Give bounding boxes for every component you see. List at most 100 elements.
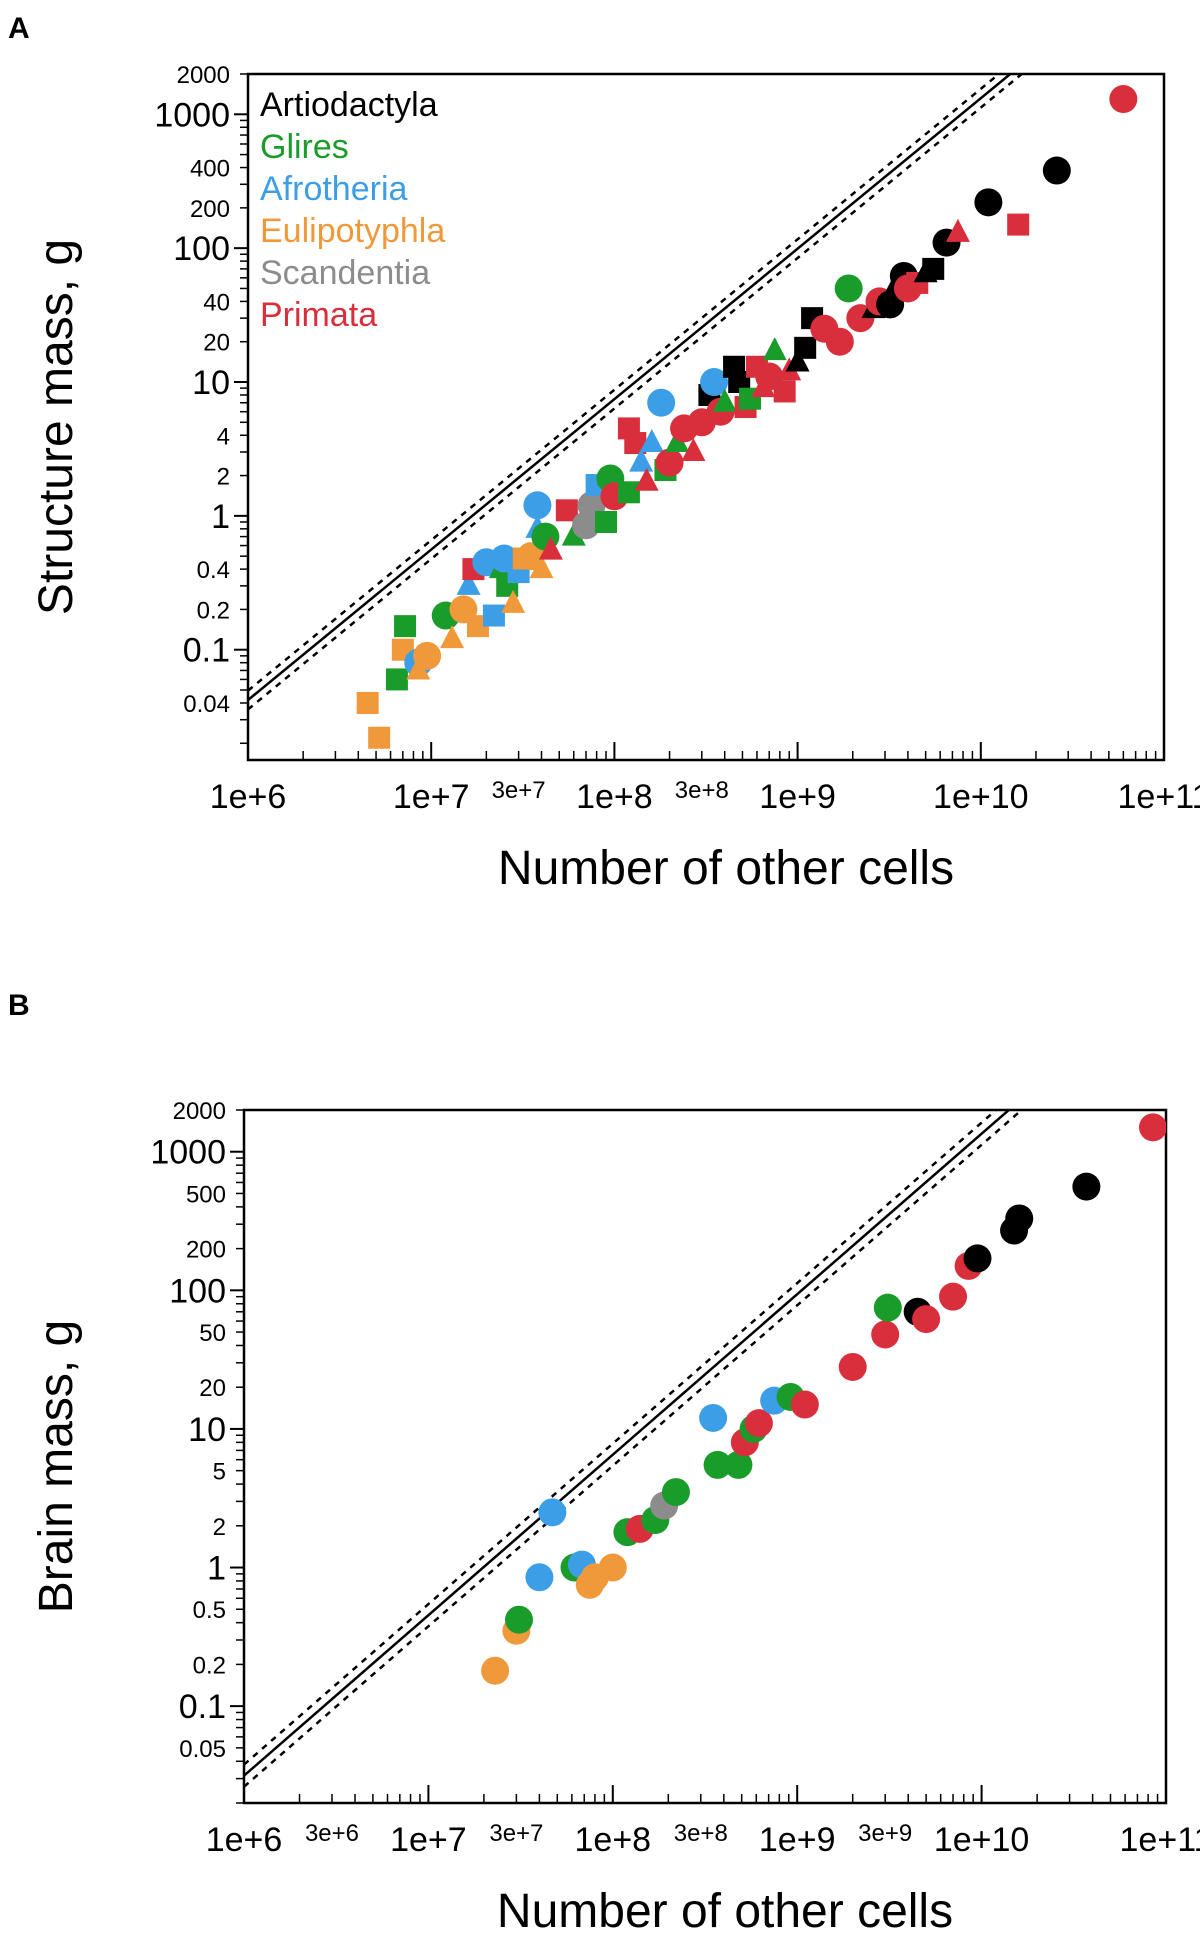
point-primata-square: [1007, 213, 1030, 236]
x-axis-title: Number of other cells: [497, 1885, 953, 1938]
panel-label: B: [8, 989, 30, 1022]
point-primata-triangle: [681, 437, 706, 461]
y-tick-label: 1000: [150, 1134, 226, 1172]
point-afrotheria-square: [482, 604, 505, 627]
point-afrotheria-circle: [538, 1498, 567, 1527]
plot-frame: [242, 1108, 1168, 1805]
x-tick-label: 1e+9: [759, 1821, 836, 1859]
point-artiodactyla-circle: [1042, 156, 1071, 185]
x-tick-label: 1e+11: [1120, 1821, 1200, 1859]
x-minor-tick-label: 3e+7: [489, 1820, 543, 1847]
y-minor-tick-label: 2000: [173, 1098, 226, 1125]
point-primata-circle: [825, 327, 854, 356]
x-tick-label: 1e+6: [210, 778, 287, 816]
point-eulipotyphla-circle: [598, 1553, 627, 1582]
x-minor-tick-label: 3e+9: [858, 1820, 912, 1847]
point-primata-circle: [744, 1409, 773, 1438]
point-artiodactyla-square: [922, 257, 945, 280]
x-tick-label: 1e+8: [576, 778, 653, 816]
point-afrotheria-circle: [699, 1403, 728, 1432]
x-axis-title: Number of other cells: [498, 842, 954, 895]
y-tick-label: 100: [169, 1272, 226, 1310]
y-minor-tick-label: 0.2: [197, 597, 230, 624]
point-artiodactyla-square: [728, 371, 751, 394]
y-tick-label: 10: [188, 1411, 226, 1449]
y-tick-label: 0.1: [183, 632, 230, 670]
panel-b: B 1e+6 1e+7 1e+8 1e+9 1e+10 1e+11 3e+6 3e+7 3e+8 3…: [8, 989, 1200, 1938]
y-tick-label: 1: [211, 498, 230, 536]
point-afrotheria-triangle: [629, 448, 654, 472]
fit-band-upper: [244, 1110, 998, 1766]
point-primata-triangle: [945, 218, 970, 242]
point-artiodactyla-circle: [1005, 1204, 1034, 1233]
panel-label: A: [8, 12, 30, 45]
point-primata-circle: [912, 1305, 941, 1334]
point-eulipotyphla-triangle: [501, 589, 526, 613]
fit-band-upper: [248, 74, 1001, 692]
point-primata-circle: [838, 1352, 867, 1381]
y-minor-tick-label: 5: [213, 1459, 226, 1486]
point-primata-circle: [939, 1282, 968, 1311]
point-primata-triangle: [634, 467, 659, 491]
fit-band-lower: [248, 74, 1024, 711]
y-minor-tick-label: 2: [213, 1514, 226, 1541]
point-afrotheria-circle: [700, 368, 729, 397]
point-glires-square: [617, 481, 640, 504]
point-glires-square: [385, 668, 408, 691]
point-eulipotyphla-square: [356, 691, 379, 714]
y-tick-label: 0.1: [179, 1688, 226, 1726]
point-glires-circle: [703, 1450, 732, 1479]
point-glires-triangle: [762, 337, 787, 361]
point-glires-circle: [661, 1478, 690, 1507]
legend-entry-afrotheria: Afrotheria: [260, 170, 407, 208]
x-tick-label: 1e+6: [206, 1821, 283, 1859]
point-afrotheria-triangle: [456, 571, 481, 595]
point-afrotheria-triangle: [639, 429, 664, 453]
legend-entry-primata: Primata: [260, 296, 377, 334]
point-afrotheria-circle: [523, 491, 552, 520]
point-artiodactyla-circle: [1072, 1172, 1101, 1201]
point-glires-square: [394, 615, 417, 638]
y-minor-tick-label: 40: [203, 289, 230, 316]
point-primata-circle: [871, 1320, 900, 1349]
point-primata-circle: [790, 1390, 819, 1419]
y-tick-label: 1000: [154, 96, 230, 134]
y-minor-tick-label: 0.04: [183, 691, 230, 718]
legend-entry-glires: Glires: [260, 128, 349, 166]
y-minor-tick-label: 200: [186, 1237, 226, 1264]
point-primata-triangle: [538, 536, 563, 560]
y-minor-tick-label: 2000: [177, 62, 230, 89]
legend-entry-scandentia: Scandentia: [260, 254, 430, 292]
point-eulipotyphla-triangle: [440, 625, 465, 649]
point-eulipotyphla-triangle: [406, 656, 431, 680]
point-glires-circle: [873, 1293, 902, 1322]
legend-entry-eulipotyphla: Eulipotyphla: [260, 212, 445, 250]
x-minor-tick-label: 3e+8: [674, 1820, 728, 1847]
fit-line: [248, 74, 1013, 702]
fit-line: [244, 1110, 1011, 1777]
x-tick-label: 1e+7: [390, 1821, 467, 1859]
point-glires-triangle: [561, 522, 586, 546]
point-eulipotyphla-circle: [481, 1656, 510, 1685]
panel-a: A 1e+6 1e+7 1e+8 1e+9 1e+10 1e+11 3e+7 3e+8 0.1 1 1…: [8, 12, 1200, 895]
y-tick-label: 100: [173, 230, 230, 268]
x-minor-tick-label: 3e+7: [492, 777, 546, 804]
point-glires-triangle: [712, 388, 737, 412]
y-minor-tick-label: 2: [217, 464, 230, 491]
point-primata-square: [773, 380, 796, 403]
y-minor-tick-label: 0.4: [197, 557, 230, 584]
point-artiodactyla-circle: [974, 188, 1003, 217]
y-tick-label: 10: [192, 364, 230, 402]
x-tick-label: 1e+9: [759, 778, 836, 816]
point-afrotheria-circle: [525, 1563, 554, 1592]
y-minor-tick-label: 200: [190, 196, 230, 223]
point-glires-circle: [505, 1605, 534, 1634]
point-afrotheria-circle: [647, 388, 676, 417]
x-tick-label: 1e+7: [393, 778, 470, 816]
x-minor-tick-label: 3e+6: [305, 1820, 359, 1847]
x-tick-label: 1e+10: [934, 1821, 1030, 1859]
point-primata-circle: [1109, 85, 1138, 114]
data-points: [481, 1113, 1166, 1685]
y-minor-tick-label: 0.05: [179, 1736, 226, 1763]
